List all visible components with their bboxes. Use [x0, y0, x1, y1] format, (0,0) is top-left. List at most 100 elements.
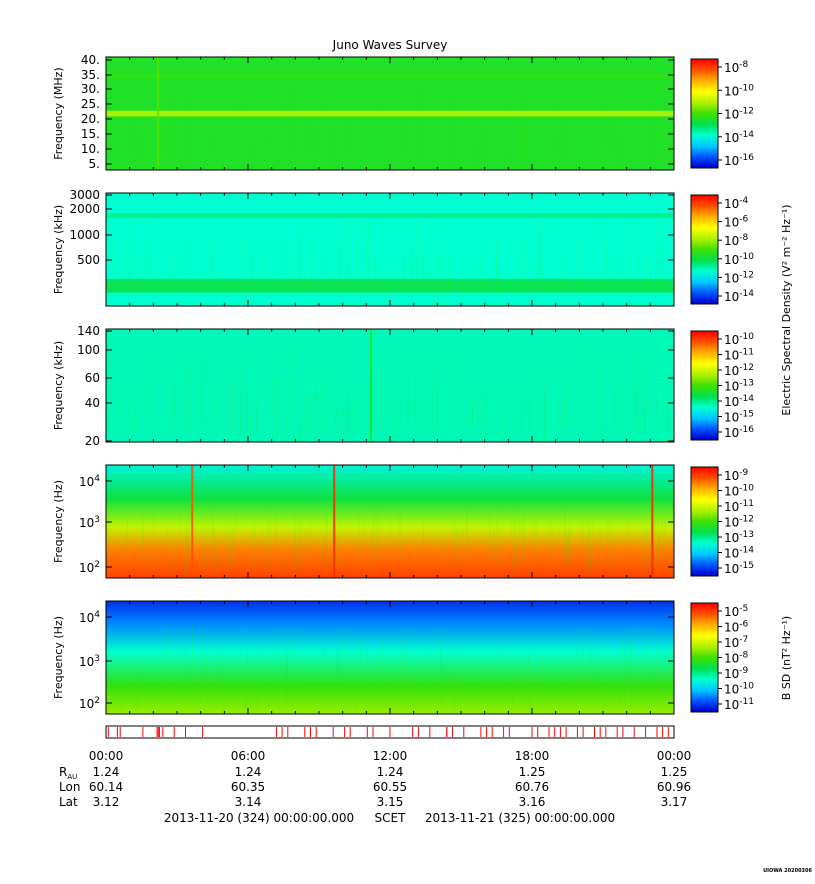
ephemeris-value: 3.16 [519, 795, 546, 809]
panel-lfr-low-e: 104 103 102 Frequency (Hz) [52, 464, 675, 579]
spectrogram-texture [210, 486, 212, 556]
ephemeris-value: 1.24 [93, 765, 120, 779]
spectrogram-texture [128, 404, 129, 425]
spectrogram-texture [502, 384, 504, 435]
spectrogram-texture [140, 254, 142, 286]
spectrogram-texture [400, 121, 402, 156]
spectrogram-texture [541, 243, 542, 306]
spectrogram-texture [582, 238, 584, 291]
spectrogram-texture [385, 384, 387, 421]
colorbar-tick-label: 10-14 [724, 130, 754, 145]
spectrogram-texture [278, 88, 279, 151]
spectrogram-texture [649, 656, 651, 706]
spectrogram-texture [437, 371, 439, 427]
spectrogram-texture [252, 253, 254, 289]
spectrogram-texture [356, 399, 358, 429]
spectrogram-texture [178, 397, 180, 427]
spectrogram-texture [658, 512, 659, 558]
spectrogram-texture [207, 542, 209, 568]
spectrogram-texture [413, 406, 415, 424]
spectrogram-texture [179, 502, 181, 569]
spectrogram-texture [426, 245, 428, 297]
spectrogram-texture [275, 352, 277, 421]
time-axis: 00:00 06:00 12:00 18:00 00:00 [89, 749, 692, 763]
spectrogram-texture [512, 412, 514, 433]
spectrogram-texture [582, 632, 584, 700]
spectrogram-texture [373, 507, 375, 558]
spectrogram-texture [491, 121, 493, 149]
spectrogram-texture [403, 238, 405, 291]
spectrogram-texture [650, 98, 652, 167]
spectrogram-texture [184, 537, 186, 575]
spectrogram-texture [106, 653, 108, 714]
spectrogram-texture [173, 99, 175, 160]
spectrogram-texture [646, 525, 648, 569]
spectrogram-texture [482, 238, 484, 295]
spectrogram-texture [672, 508, 674, 573]
spectrogram-texture [185, 366, 187, 421]
spectrogram-texture [571, 658, 573, 692]
spectrogram-texture [621, 387, 623, 438]
spectrogram-texture [161, 667, 163, 708]
spectrogram-texture [599, 529, 601, 571]
spectrogram-texture [159, 114, 161, 162]
spectrogram-texture [431, 366, 433, 437]
spectrogram-texture [474, 258, 476, 289]
spectrogram-texture [644, 400, 646, 436]
y-axis-label: Frequency (MHz) [52, 67, 65, 159]
spectrogram-texture [196, 376, 198, 435]
spectrogram-texture [538, 373, 540, 433]
spectrogram-texture [409, 126, 411, 150]
spectrogram-texture [438, 230, 440, 303]
spectrogram-texture [320, 377, 322, 438]
spectrogram-texture [457, 108, 459, 159]
spectrogram-texture [155, 547, 157, 572]
spectrogram-texture [575, 249, 577, 287]
spectrogram-texture [322, 535, 324, 564]
spectrogram-texture [328, 142, 330, 166]
ephemeris-value: 1.25 [519, 765, 546, 779]
spectrogram-texture [276, 375, 278, 440]
spectrogram-texture [522, 401, 524, 440]
spectrogram-image [106, 601, 674, 714]
spectrogram-texture [123, 686, 125, 713]
spectrogram-texture [269, 517, 271, 566]
spectrogram-texture [338, 508, 340, 569]
spectrogram-texture [436, 390, 437, 427]
spectrogram-texture [609, 658, 611, 700]
spectrogram-texture [460, 654, 462, 711]
spectrogram-texture [299, 233, 301, 302]
spectrogram-texture [449, 96, 451, 168]
spectrogram-texture [527, 146, 529, 170]
spectrogram-texture [416, 86, 418, 155]
spectrogram-texture [469, 117, 471, 152]
y-axis-label: Frequency (kHz) [52, 205, 65, 294]
spectrogram-texture [397, 397, 399, 429]
spectrogram-texture [484, 384, 486, 437]
spectrogram-texture [525, 244, 527, 296]
spectrogram-texture [370, 534, 372, 571]
spectrogram-texture [618, 265, 620, 291]
spectrogram-texture [556, 85, 558, 148]
spectrogram-texture [645, 282, 646, 306]
spectrogram-texture [278, 688, 280, 714]
spectrogram-texture [139, 545, 141, 568]
ephemeris-value: 60.35 [231, 780, 265, 794]
spectrogram-texture [143, 136, 145, 162]
spectrogram-texture [239, 370, 241, 434]
spectrogram-texture [504, 420, 505, 438]
spectrogram-texture [391, 392, 393, 422]
spectrogram-texture [493, 520, 495, 560]
spectrogram-texture [126, 246, 128, 298]
spectrogram-texture [287, 665, 289, 695]
spectrogram-texture [601, 421, 603, 439]
spectrogram-texture [164, 688, 166, 708]
spectrogram-texture [184, 650, 186, 694]
spectrogram-texture [607, 660, 608, 708]
spectrogram-texture [240, 371, 242, 429]
spectrogram-texture [357, 383, 359, 428]
x-tick-label: 00:00 [657, 749, 692, 763]
ephemeris-value: 3.12 [93, 795, 120, 809]
colorbar-tick-label: 10-14 [724, 289, 754, 304]
